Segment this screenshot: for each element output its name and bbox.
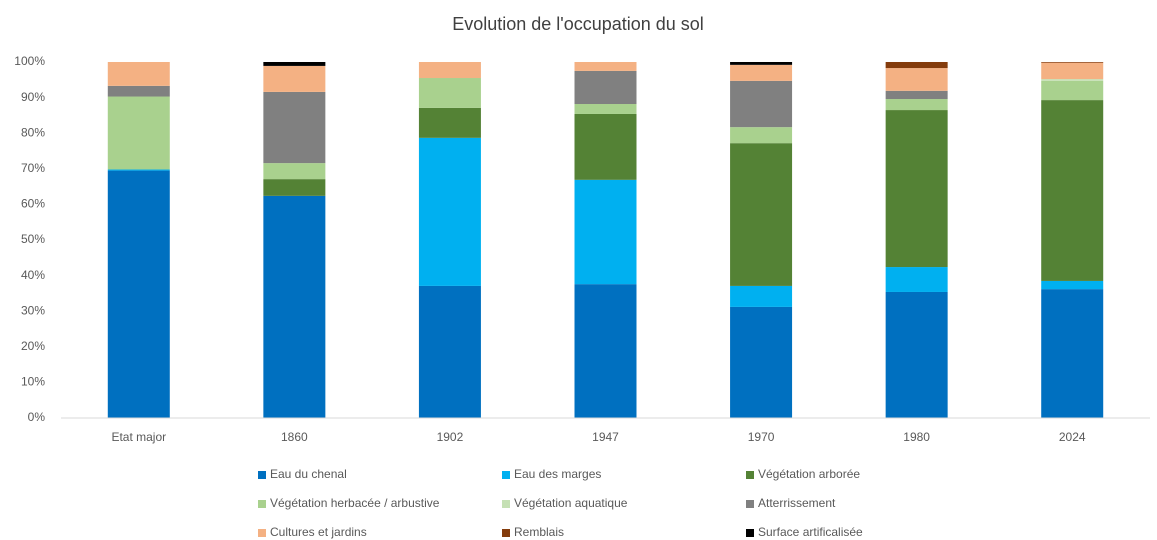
bar-segment [263,62,326,66]
bar-segment [574,70,637,105]
bar-segment [418,137,481,286]
bar-segment [1041,62,1104,63]
bar-segment [418,62,481,79]
bar-segment [885,99,948,111]
legend-label: Cultures et jardins [270,525,367,539]
bar-segment [418,107,481,138]
bar-segment [730,62,793,65]
legend-swatch [258,529,266,537]
y-tick-label: 20% [21,339,45,353]
bar-segment [730,127,793,144]
x-tick-label: 1902 [437,430,464,444]
bar-segment [263,195,326,418]
legend-swatch [746,529,754,537]
legend-label: Eau du chenal [270,467,347,481]
legend-label: Végétation herbacée / arbustive [270,496,440,510]
chart-title: Evolution de l'occupation du sol [452,14,704,34]
legend-swatch [502,529,510,537]
bar-segment [107,85,170,97]
legend-swatch [502,471,510,479]
x-tick-label: 1947 [592,430,619,444]
bar-segment [885,68,948,91]
bar-segment [730,306,793,418]
bar-segment [730,143,793,286]
bar-segment [885,291,948,418]
legend-label: Remblais [514,525,564,539]
legend-label: Eau des marges [514,467,601,481]
bar-segment [263,91,326,164]
bar-segment [263,65,326,92]
bar-segment [574,284,637,418]
bar-segment [418,285,481,418]
x-tick-label: 1970 [748,430,775,444]
legend-label: Atterrissement [758,496,836,510]
x-tick-label: 2024 [1059,430,1086,444]
bar-segment [574,62,637,71]
bar-segment [885,267,948,292]
bar-segment [107,169,170,171]
bar-segment [1041,100,1104,281]
y-tick-label: 60% [21,197,45,211]
bar-segment [574,104,637,114]
legend-swatch [746,500,754,508]
y-tick-label: 70% [21,161,45,175]
x-tick-label: 1860 [281,430,308,444]
bar-segment [730,285,793,307]
bar-segment [885,90,948,100]
x-tick-label: 1980 [903,430,930,444]
bar-segment [574,113,637,180]
legend-swatch [258,471,266,479]
bar-segment [1041,62,1104,80]
bar-segment [1041,289,1104,418]
bar-segment [574,179,637,285]
y-tick-label: 90% [21,90,45,104]
y-tick-label: 80% [21,125,45,139]
y-tick-label: 100% [14,54,45,68]
bar-segment [107,96,170,170]
legend-swatch [258,500,266,508]
x-tick-label: Etat major [111,430,166,444]
bar-segment [730,80,793,128]
y-tick-label: 10% [21,375,45,389]
legend-label: Végétation arborée [758,467,860,481]
y-tick-label: 50% [21,232,45,246]
bar-segment [418,78,481,108]
legend-swatch [746,471,754,479]
bar-segment [107,170,170,418]
bar-segment [730,64,793,81]
legend-label: Végétation aquatique [514,496,628,510]
y-tick-label: 0% [28,410,46,424]
bar-segment [885,110,948,268]
bar-segment [1041,79,1104,81]
legend-label: Surface artificalisée [758,525,863,539]
bar-segment [1041,280,1104,290]
bar-segment [263,179,326,196]
y-tick-label: 40% [21,268,45,282]
bar-segment [263,163,326,180]
legend-swatch [502,500,510,508]
bar-segment [107,62,170,86]
bar-segment [885,62,948,69]
y-tick-label: 30% [21,303,45,317]
bar-segment [1041,80,1104,101]
